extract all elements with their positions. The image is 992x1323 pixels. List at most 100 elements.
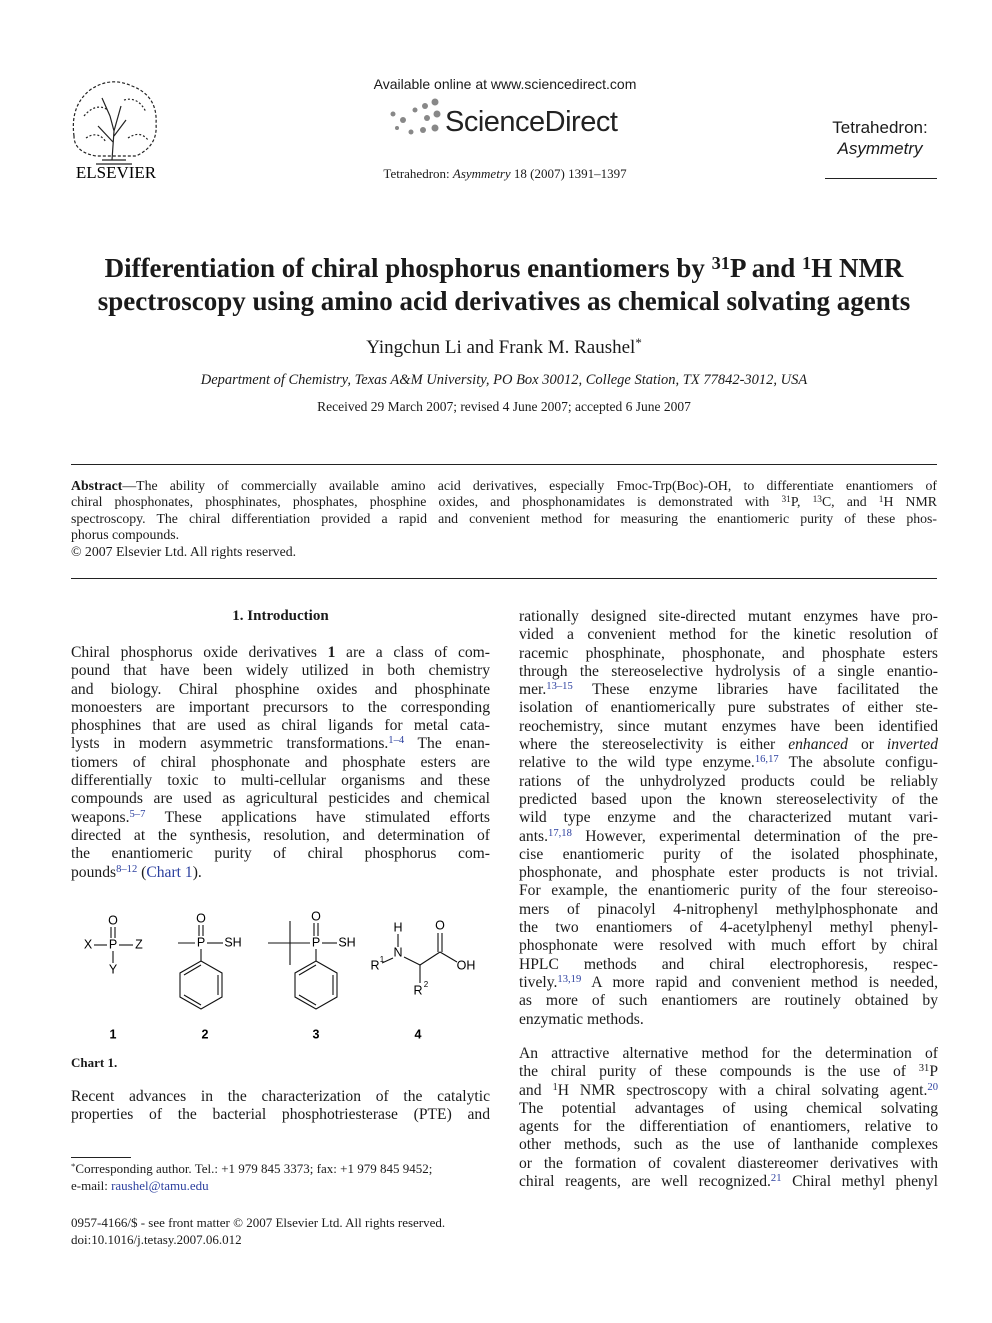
text-line: ants.17,18 However, experimental determi…: [519, 828, 938, 846]
text-run: P and: [729, 253, 802, 283]
reference: 13,19: [557, 974, 582, 986]
paragraph: Recent advances in the characterization …: [71, 1088, 490, 1125]
title: Differentiation of chiral phosphorus ena…: [40, 252, 968, 318]
footer-line: doi:10.1016/j.tetasy.2007.06.012: [71, 1232, 242, 1247]
italic-text: Asymmetry: [452, 166, 511, 181]
text-run: The absolute configu-: [778, 754, 938, 772]
text-line: wild type enzyme and the characterized m…: [519, 809, 938, 827]
atom-label: OH: [457, 958, 476, 972]
text-run: the chiral purity of these compounds is …: [519, 1063, 919, 1081]
text-line: the enantiomeric purity of chiral phosph…: [71, 845, 490, 863]
superscript: *: [635, 335, 642, 351]
text-run: ants.: [519, 827, 549, 845]
text-run: P,: [790, 494, 813, 510]
text-line: enzymatic methods.: [519, 1010, 644, 1028]
reference: 21: [770, 1173, 782, 1185]
text-run: ).: [192, 863, 202, 881]
text-run: Corresponding author. Tel.: +1 979 845 3…: [75, 1161, 433, 1176]
bold-text: 1: [327, 644, 336, 661]
text-line: reochemistry, since mutant enzymes have …: [519, 717, 938, 735]
rule: [71, 578, 937, 579]
chart-caption: Chart 1.: [71, 1055, 118, 1070]
bold-text: Abstract: [71, 478, 123, 493]
text-line: compounds are used as agricultural pesti…: [71, 790, 490, 808]
brand: ScienceDirect: [445, 106, 618, 138]
dates: Received 29 March 2007; revised 4 June 2…: [317, 399, 691, 414]
atom-label: H: [393, 920, 402, 934]
text-run: chiral phosphonates, phosphinates, phosp…: [71, 494, 782, 510]
atom-label: 1: [380, 955, 385, 964]
text-line: chiral phosphonates, phosphinates, phosp…: [71, 494, 937, 510]
text-line: where the stereoselectivity is either en…: [519, 736, 938, 754]
text-line: e-mail: raushel@tamu.edu: [71, 1177, 490, 1194]
atom-label: P: [197, 935, 205, 949]
text-run: These enzyme libraries have facilitated …: [572, 681, 938, 699]
footnote-rule: [71, 1157, 131, 1158]
text-line: as more of such enantiomers are routinel…: [519, 992, 938, 1010]
text-run: These applications have stimulated effor…: [145, 808, 490, 826]
text-line: *Corresponding author. Tel.: +1 979 845 …: [71, 1160, 490, 1177]
affiliation: Department of Chemistry, Texas A&M Unive…: [200, 372, 808, 388]
text-line: spectroscopy. The chiral differentiation…: [71, 510, 937, 526]
paragraph: Chiral phosphorus oxide derivatives 1 ar…: [71, 644, 490, 882]
text-line: through the stereoselective hydrolysis o…: [519, 662, 938, 680]
text-line: pound that have been widely utilized in …: [71, 662, 490, 680]
atom-label: P: [109, 937, 117, 951]
atom-label: X: [84, 937, 93, 951]
superscript: 31: [711, 252, 730, 273]
reference: 5–7: [129, 808, 146, 820]
atom-label: Z: [135, 937, 143, 951]
superscript: 31: [781, 495, 791, 506]
text-line: isolation of enantiomerically pure subst…: [519, 699, 938, 717]
text-line: weapons.5–7 These applications have stim…: [71, 809, 490, 827]
footer: 0957-4166/$ - see front matter © 2007 El…: [71, 1214, 445, 1248]
chart-structures: O X P Z Y O P SH O P SH H N R 1 O OH R 2…: [84, 909, 476, 1041]
text-line: pounds8–12 (Chart 1).: [71, 864, 490, 882]
text-line: racemic phosphinate, phosphonate, and ph…: [519, 644, 938, 662]
text-line: relative to the wild type enzyme.16,17 T…: [519, 754, 938, 772]
text-line: Yingchun Li and Frank M. Raushel*: [71, 335, 937, 359]
rule: [71, 464, 937, 465]
reference: 17,18: [548, 827, 572, 839]
text-line: rations of the unhydrolyzed products cou…: [519, 772, 938, 790]
compound-number: 4: [415, 1027, 422, 1041]
text-line: Abstract—The ability of commercially ava…: [71, 478, 937, 494]
journal-line: Tetrahedron:: [832, 118, 928, 137]
text-line: Differentiation of chiral phosphorus ena…: [40, 252, 968, 285]
footnote: *Corresponding author. Tel.: +1 979 845 …: [71, 1160, 490, 1194]
text-run: weapons.: [71, 808, 130, 826]
superscript: 31: [918, 1063, 930, 1075]
text-line: lysts in modern asymmetric transformatio…: [71, 735, 490, 753]
superscript: 1: [552, 1081, 558, 1093]
citation: Tetrahedron: Asymmetry 18 (2007) 1391–13…: [305, 166, 705, 182]
text-run: chiral reagents, are well recognized.: [519, 1173, 771, 1191]
text-run: 18 (2007) 1391–1397: [510, 166, 627, 181]
text-line: phosphines that are used as chiral ligan…: [71, 717, 490, 735]
text-run: H NMR spectroscopy with a chiral solvati…: [557, 1081, 928, 1099]
text-line: the two enantiomers of 4-acetylphenyl me…: [519, 919, 938, 937]
text-run: —The ability of commercially available a…: [122, 478, 937, 493]
text-line: differentially toxic to multi-cellular o…: [71, 772, 490, 790]
text-line: mer.13–15 These enzyme libraries have fa…: [519, 681, 938, 699]
text-line: other methods, such as the use of lantha…: [519, 1136, 938, 1154]
authors: Yingchun Li and Frank M. Raushel*: [71, 335, 937, 359]
atom-label: Y: [109, 962, 118, 976]
text-run: Differentiation of chiral phosphorus ena…: [104, 253, 712, 283]
text-run: C, and: [821, 494, 879, 510]
text-line: cise enantiomeric purity of the isolated…: [519, 845, 938, 863]
copyright: © 2007 Elsevier Ltd. All rights reserved…: [71, 544, 297, 559]
journal-name: Tetrahedron: Asymmetry: [820, 117, 940, 159]
text-line: Tetrahedron: Asymmetry 18 (2007) 1391–13…: [305, 166, 705, 182]
text-run: lysts in modern asymmetric transformatio…: [71, 735, 389, 753]
text-line: phosphonate, and phosphate ester product…: [519, 864, 938, 882]
text-run: P: [929, 1063, 938, 1081]
text-run: e-mail:: [71, 1178, 112, 1193]
reference: 8–12: [116, 863, 138, 875]
text-run: Chiral methyl phenyl: [781, 1173, 938, 1191]
text-line: spectroscopy using amino acid derivative…: [97, 286, 911, 316]
reference: 1–4: [388, 735, 405, 747]
available-online: Available online at www.sciencedirect.co…: [373, 76, 637, 92]
text-run: However, experimental determination of t…: [571, 827, 938, 845]
publisher-logo: ELSEVIER: [72, 81, 157, 182]
